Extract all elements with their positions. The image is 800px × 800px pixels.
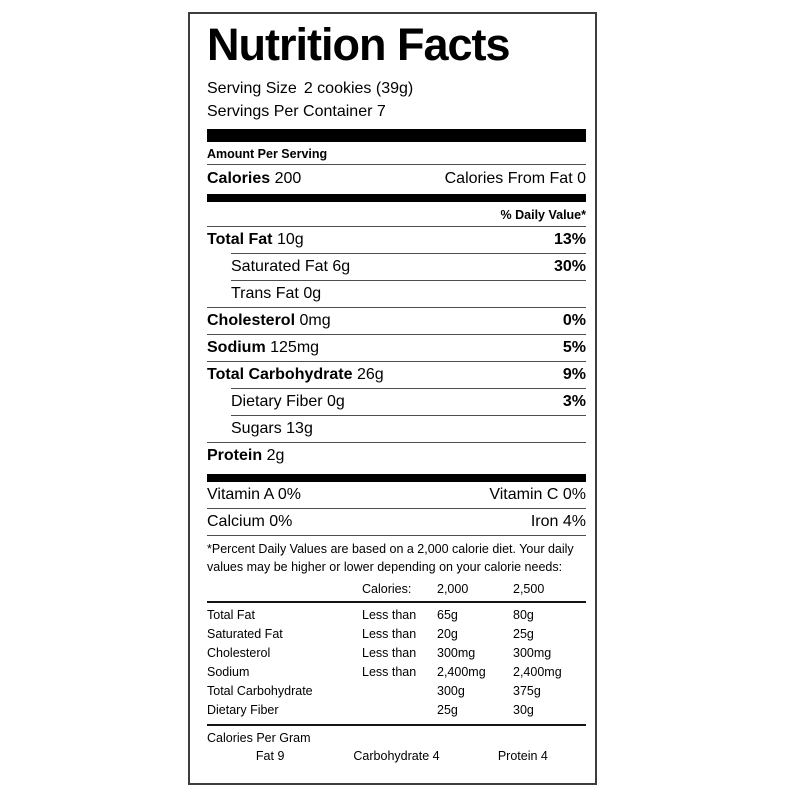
calories-left: Calories 200	[207, 170, 301, 188]
label-title: Nutrition Facts	[207, 19, 511, 70]
servings-per-container-line: Servings Per Container 7	[207, 103, 386, 121]
serving-size-label: Serving Size	[207, 80, 297, 98]
calories-per-gram-label: Calories Per Gram	[207, 731, 311, 746]
daily-value-percent: 13%	[553, 231, 586, 249]
vitamin-c: Vitamin C 0%	[489, 486, 586, 504]
nutrient-row-sodium: Sodium 125mg 5%	[207, 334, 586, 361]
calories-label: Calories	[207, 170, 271, 188]
calories-from-fat: Calories From Fat 0	[444, 170, 586, 188]
separator-bar-thick	[207, 129, 586, 143]
nutrient-row-cholesterol: Cholesterol 0mg 0%	[207, 307, 586, 334]
footnote-text: *Percent Daily Values are based on a 2,0…	[207, 542, 574, 575]
calories-row: Calories 200 Calories From Fat 0	[207, 165, 586, 194]
nutrient-row-dietary-fiber: Dietary Fiber 0g 3%	[231, 388, 586, 415]
vitamin-a: Vitamin A 0%	[207, 486, 301, 504]
iron: Iron 4%	[530, 513, 586, 531]
nutrient-row-protein: Protein 2g	[207, 442, 586, 469]
calories-per-gram-values: Fat 9 Carbohydrate 4 Protein 4	[207, 747, 586, 766]
nutrient-row-sugars: Sugars 13g	[231, 415, 586, 442]
daily-value-percent: 5%	[562, 339, 586, 357]
vitamin-row-a-c: Vitamin A 0% Vitamin C 0%	[207, 482, 586, 510]
daily-value-percent: 30%	[553, 258, 586, 276]
dv-table-row: Saturated Fat Less than 20g 25g	[207, 627, 534, 642]
vitamin-row-calcium-iron: Calcium 0% Iron 4%	[207, 509, 586, 537]
dv-table-row: Dietary Fiber 25g 30g	[207, 703, 534, 718]
calcium: Calcium 0%	[207, 513, 293, 531]
carbohydrate-calories-per-gram: Carbohydrate 4	[353, 749, 440, 764]
dv-table-row: Total Fat Less than 65g 80g	[207, 608, 534, 623]
daily-value-percent: 9%	[562, 366, 586, 384]
fat-calories-per-gram: Fat 9	[255, 749, 285, 764]
daily-value-percent: 0%	[562, 312, 586, 330]
serving-size-line: Serving Size 2 cookies (39g)	[207, 77, 586, 100]
daily-values-reference-table: Calories: 2,000 2,500 Total Fat Less tha…	[207, 578, 586, 720]
dv-table-row: Total Carbohydrate 300g 375g	[207, 684, 541, 699]
nutrient-row-total-fat: Total Fat 10g 13%	[207, 226, 586, 253]
nutrient-row-total-carbohydrate: Total Carbohydrate 26g 9%	[207, 361, 586, 388]
protein-calories-per-gram: Protein 4	[497, 749, 548, 764]
calories-per-gram-section: Calories Per Gram Fat 9 Carbohydrate 4 P…	[207, 724, 586, 766]
dv-table-row: Cholesterol Less than 300mg 300mg	[207, 646, 552, 661]
serving-size-value: 2 cookies (39g)	[303, 80, 414, 98]
nutrient-row-trans-fat: Trans Fat 0g	[231, 280, 586, 307]
dv-table-header: Calories: 2,000 2,500	[362, 582, 545, 597]
table-header-rule	[207, 601, 586, 604]
amount-per-serving-heading: Amount Per Serving	[207, 142, 586, 166]
nutrition-facts-label: Nutrition Facts Serving Size 2 cookies (3…	[188, 12, 597, 785]
dv-table-row: Sodium Less than 2,400mg 2,400mg	[207, 665, 562, 680]
daily-value-percent: 3%	[562, 393, 586, 411]
calories-value: 200	[274, 170, 302, 188]
separator-bar	[207, 194, 586, 203]
separator-bar	[207, 474, 586, 483]
nutrient-row-saturated-fat: Saturated Fat 6g 30%	[231, 253, 586, 280]
daily-value-header: % Daily Value*	[500, 208, 586, 223]
